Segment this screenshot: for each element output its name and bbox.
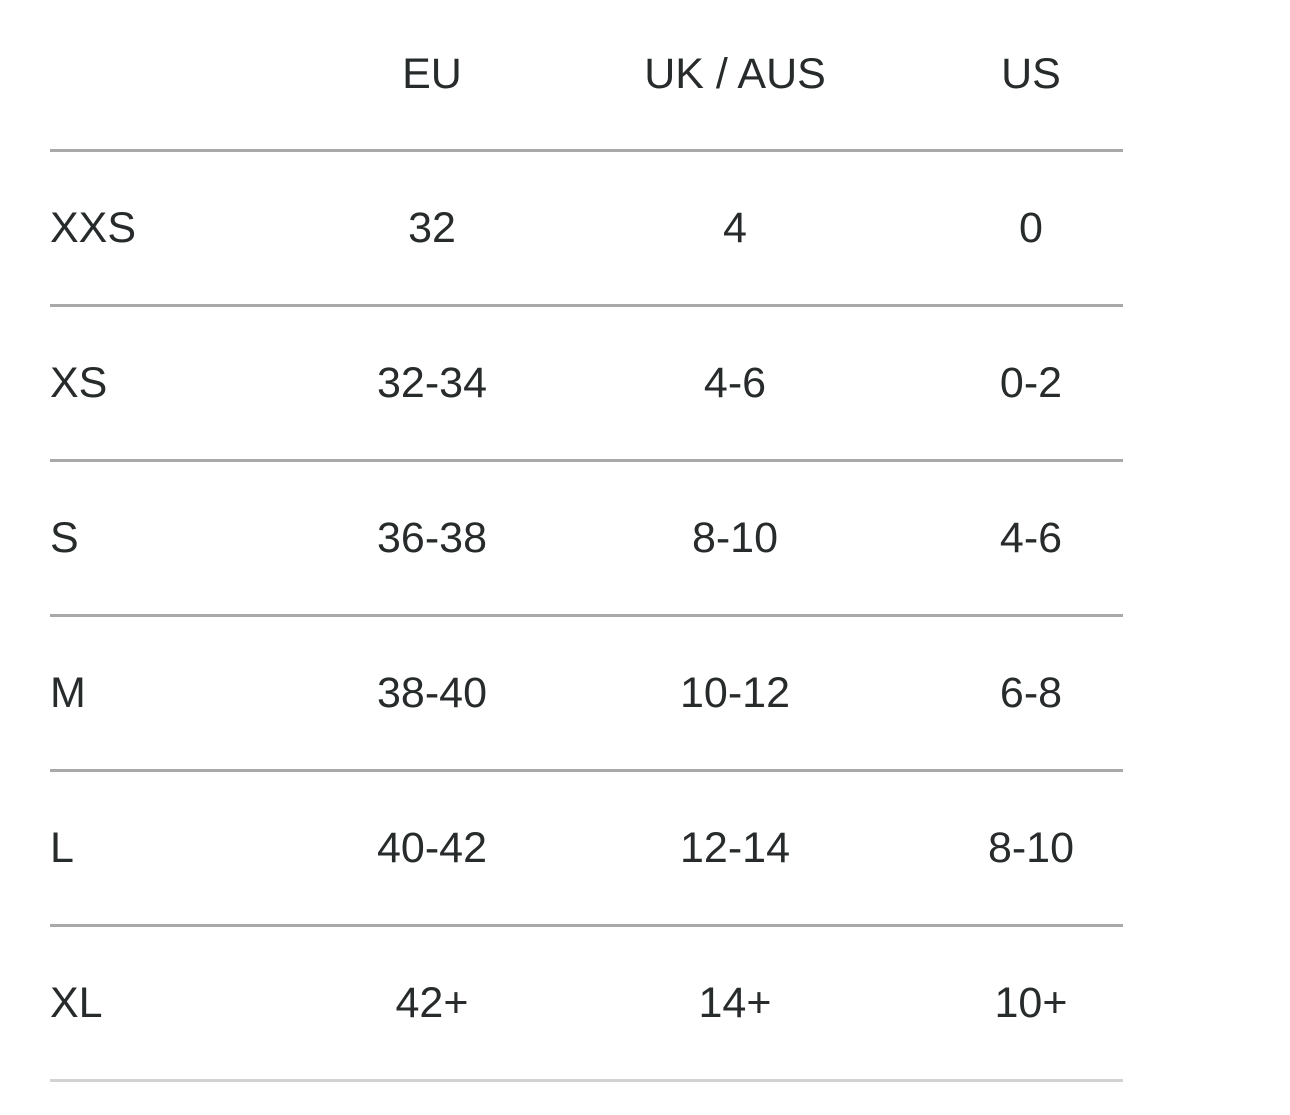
table-row-xl: XL 42+ 14+ 10+ (50, 927, 1123, 1082)
eu-value: 38-40 (377, 668, 487, 717)
eu-value: 40-42 (377, 823, 487, 872)
size-label: XS (50, 358, 108, 407)
column-header-eu: EU (402, 50, 462, 98)
eu-value: 32-34 (377, 358, 487, 407)
eu-value: 42+ (395, 978, 469, 1027)
column-header-us: US (1001, 50, 1061, 98)
size-label: S (50, 513, 79, 562)
us-value: 0-2 (999, 358, 1063, 407)
uk-aus-value: 10-12 (680, 668, 790, 717)
us-value: 0 (1019, 203, 1043, 252)
table-row-m: M 38-40 10-12 6-8 (50, 617, 1123, 772)
uk-aus-value: 14+ (698, 978, 772, 1027)
size-label: M (50, 668, 86, 717)
table-row-l: L 40-42 12-14 8-10 (50, 772, 1123, 927)
us-value: 10+ (994, 978, 1068, 1027)
uk-aus-value: 12-14 (680, 823, 790, 872)
table-header-row: EU UK / AUS US (50, 0, 1123, 152)
size-label: XXS (50, 203, 137, 252)
us-value: 8-10 (987, 823, 1075, 872)
size-label: L (50, 823, 74, 872)
eu-value: 36-38 (377, 513, 487, 562)
eu-value: 32 (408, 203, 456, 252)
uk-aus-value: 8-10 (691, 513, 779, 562)
size-label: XL (50, 978, 103, 1027)
column-header-uk-aus: UK / AUS (644, 50, 826, 98)
size-conversion-table: EU UK / AUS US XXS 32 4 0 XS 32-34 4-6 0… (50, 0, 1123, 1082)
table-row-s: S 36-38 8-10 4-6 (50, 462, 1123, 617)
table-row-xxs: XXS 32 4 0 (50, 152, 1123, 307)
us-value: 4-6 (999, 513, 1063, 562)
us-value: 6-8 (999, 668, 1063, 717)
uk-aus-value: 4 (723, 203, 747, 252)
uk-aus-value: 4-6 (703, 358, 767, 407)
table-row-xs: XS 32-34 4-6 0-2 (50, 307, 1123, 462)
